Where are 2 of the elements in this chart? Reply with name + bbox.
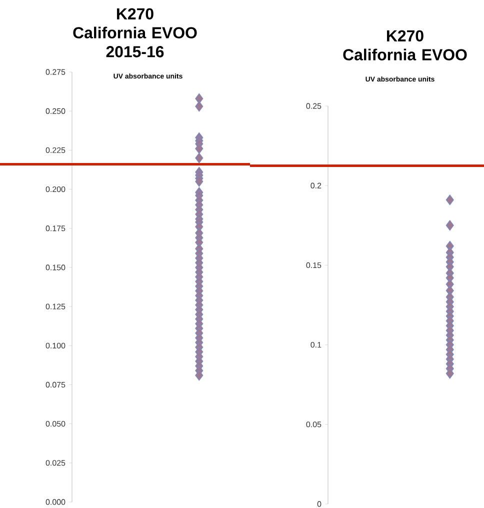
chart-title: K270 California EVOO (343, 30, 467, 60)
chart-title: K270 California EVOO 2015-16 (73, 8, 197, 58)
